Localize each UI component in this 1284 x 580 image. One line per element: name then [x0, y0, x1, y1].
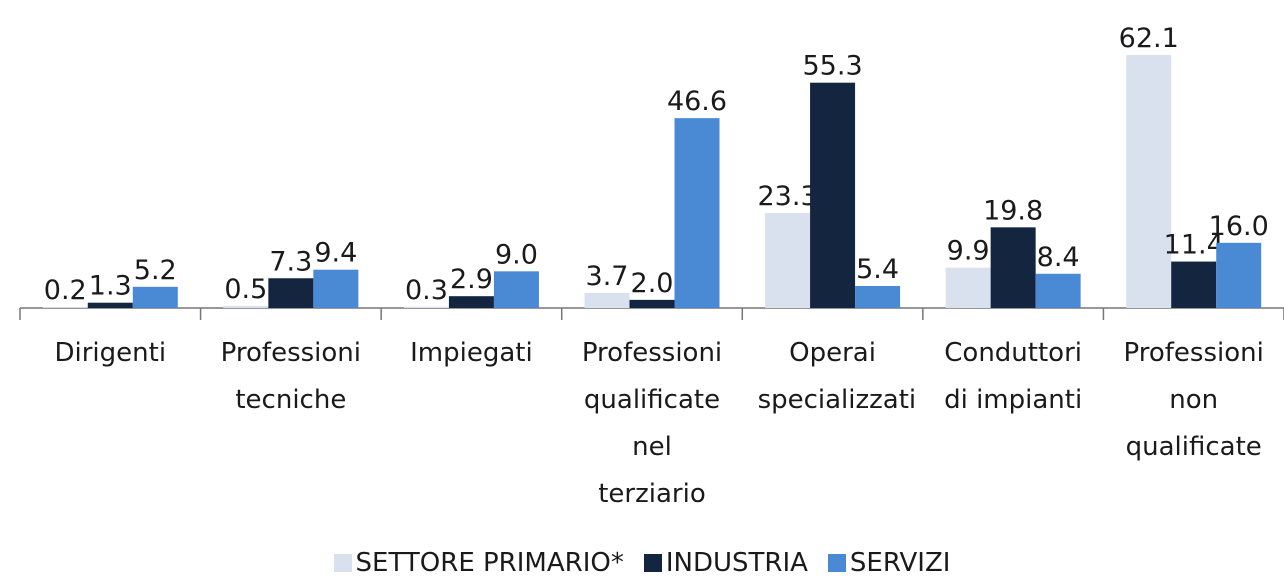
value-label: 0.3 [405, 275, 448, 306]
bar [223, 305, 269, 308]
bar [765, 213, 811, 308]
legend-swatch [333, 554, 352, 572]
bar [42, 307, 88, 308]
bar [87, 302, 133, 308]
bar [1126, 55, 1172, 308]
value-label: 11.4 [1164, 230, 1224, 261]
bar [1035, 273, 1081, 308]
x-tick-label: Professioni tecniche [220, 338, 361, 415]
bar [493, 271, 539, 308]
legend-label: INDUSTRIA [665, 548, 808, 578]
value-label: 23.3 [758, 181, 818, 212]
value-label: 55.3 [803, 51, 863, 82]
x-tick-label: Conduttori di impianti [944, 338, 1083, 415]
legend-item: SERVIZI [827, 548, 951, 578]
legend-label: SETTORE PRIMARIO* [355, 548, 624, 578]
value-label: 8.4 [1037, 242, 1080, 273]
legend-item: SETTORE PRIMARIO* [333, 548, 624, 578]
legend: SETTORE PRIMARIO* INDUSTRIA SERVIZI [0, 548, 1284, 578]
value-label: 2.9 [450, 264, 493, 295]
bar [268, 278, 314, 308]
bar [313, 269, 359, 308]
value-label: 16.0 [1209, 211, 1269, 242]
legend-swatch [827, 554, 846, 572]
x-tick-label: Operai specializzati [757, 338, 917, 415]
value-label: 9.4 [314, 238, 357, 269]
bar [1171, 261, 1217, 308]
x-tick-label: Impiegati [410, 338, 533, 368]
value-label: 9.0 [495, 239, 538, 270]
value-label: 3.7 [586, 261, 629, 292]
value-label: 1.3 [89, 271, 132, 302]
bar [403, 306, 449, 308]
x-tick-label: Professioni qualificate nel terziario [581, 338, 723, 509]
x-tick-label: Professioni non qualificate [1123, 338, 1264, 462]
bar [855, 286, 901, 308]
bar [132, 286, 178, 308]
bar [448, 296, 494, 308]
value-label: 2.0 [631, 268, 674, 299]
value-label: 0.2 [44, 275, 87, 306]
value-label: 5.4 [856, 254, 899, 285]
bar [990, 227, 1036, 308]
bar [1216, 242, 1262, 308]
value-label: 9.9 [947, 236, 990, 267]
legend-swatch [643, 554, 662, 572]
legend-label: SERVIZI [849, 548, 951, 578]
legend-item: INDUSTRIA [643, 548, 808, 578]
bar [810, 82, 856, 308]
value-label: 46.6 [667, 86, 727, 117]
bar [629, 299, 675, 308]
x-tick-label: Dirigenti [54, 338, 167, 368]
bar [945, 267, 991, 308]
value-label: 62.1 [1119, 23, 1179, 54]
value-label: 7.3 [269, 246, 312, 277]
value-label: 0.5 [224, 274, 267, 305]
value-label: 19.8 [983, 195, 1043, 226]
bar [584, 292, 630, 308]
value-label: 5.2 [134, 255, 177, 286]
bar [674, 118, 720, 308]
